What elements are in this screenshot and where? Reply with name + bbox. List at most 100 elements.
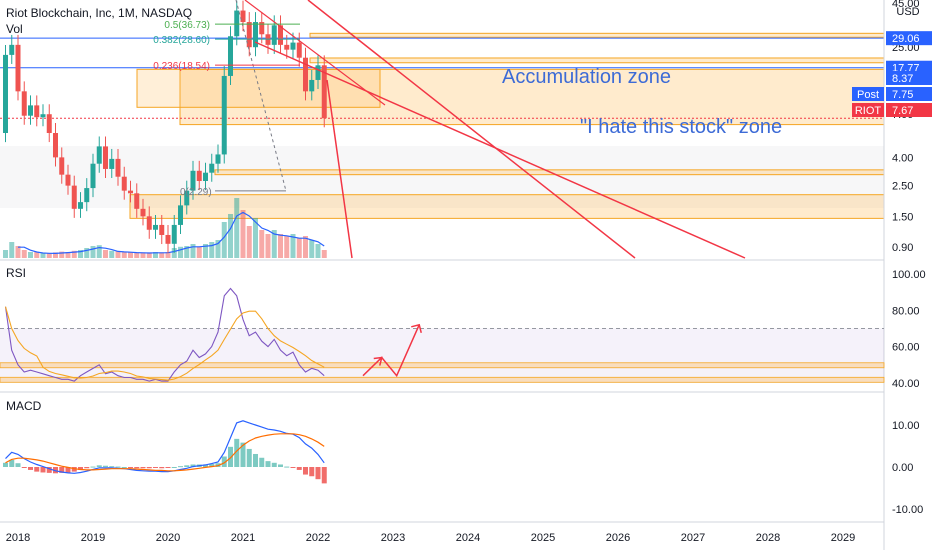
price-tick: 0.90 [892, 242, 913, 254]
time-tick: 2029 [831, 532, 855, 544]
macd-histogram-bar [246, 448, 252, 467]
zone-3 [309, 57, 885, 64]
fib-label: 0(2.29) [180, 187, 212, 198]
macd-histogram-bar [46, 467, 52, 473]
macd-histogram-bar [284, 466, 290, 468]
price-tag: 29.06 [892, 33, 920, 45]
volume-bar [84, 248, 90, 258]
volume-bar [21, 250, 27, 258]
candle-body [290, 42, 296, 50]
time-tick: 2019 [81, 532, 105, 544]
rsi-zone [0, 362, 885, 369]
price-tag: 7.75 [892, 89, 913, 101]
price-tag: 7.67 [892, 105, 913, 117]
macd-histogram-bar [278, 464, 283, 467]
rsi-tick: 40.00 [892, 378, 920, 390]
trendline-3 [326, 79, 353, 259]
candle-body [121, 176, 127, 191]
candle-body [71, 185, 77, 209]
volume-bar [221, 222, 227, 258]
macd-histogram-bar [140, 467, 146, 469]
volume-bar [215, 240, 221, 258]
volume-bar [153, 252, 158, 258]
rsi-forecast-arrow [362, 324, 420, 378]
macd-histogram-bar [134, 467, 140, 469]
candles-layer [3, 0, 327, 253]
macd-histogram-bar [21, 467, 27, 468]
candle-body [28, 105, 33, 116]
hate-zone-label: "I hate this stock" zone [580, 116, 782, 138]
macd-histogram-bar [203, 464, 208, 467]
candle-body [240, 10, 246, 23]
price-tag-bg [886, 31, 932, 46]
volume-bar [159, 252, 165, 258]
macd-histogram-bar [265, 461, 271, 467]
trendline-2 [254, 41, 746, 259]
price-tag-bg [886, 87, 932, 101]
volume-bar [96, 245, 102, 258]
chart-title: Riot Blockchain, Inc, 1M, NASDAQ [6, 6, 193, 20]
macd-histogram-bar [71, 467, 77, 472]
time-tick: 2027 [681, 532, 705, 544]
volume-bar [121, 251, 127, 258]
volume-bar [53, 252, 58, 258]
volume-bar [253, 218, 258, 258]
macd-histogram-bar [90, 466, 96, 468]
volume-bar [265, 234, 271, 258]
macd-histogram-bar [146, 467, 152, 469]
trendline-layer [244, 0, 746, 259]
volume-bar [90, 246, 96, 258]
candle-body [9, 44, 15, 55]
rsi-title: RSI [6, 266, 26, 280]
candle-body [159, 224, 165, 235]
time-axis: 2018 2019 2020 2021 2022 2023 2024 2025 2026 2027… [6, 532, 855, 544]
candle-body [146, 216, 152, 230]
macd-histogram-bar [315, 467, 321, 480]
volume-bar [28, 252, 33, 258]
volume-bar [40, 253, 46, 258]
volume-bar [71, 250, 77, 258]
fib-label: 0.5(36.73) [164, 20, 210, 31]
volume-bar [115, 251, 121, 258]
zones-layer [0, 32, 885, 219]
volume-bar [184, 246, 190, 258]
time-tick: 2022 [306, 532, 330, 544]
candle-body [165, 234, 171, 244]
time-tick: 2018 [6, 532, 30, 544]
volume-bar [234, 198, 240, 258]
price-tag-bg [886, 71, 932, 85]
candle-body [153, 224, 158, 230]
price-tag-bg [886, 103, 932, 117]
volume-bar [303, 236, 308, 258]
candle-body [309, 79, 315, 92]
volume-bar [284, 236, 290, 258]
macd-title: MACD [6, 399, 42, 413]
rsi-ma-line [4, 306, 325, 381]
candle-body [103, 146, 108, 169]
volume-bar [9, 242, 15, 258]
macd-histogram-bar [115, 466, 121, 468]
candle-body [46, 114, 52, 133]
price-tick: 45.00 [892, 0, 920, 10]
macd-histogram-bar [259, 457, 265, 467]
volume-bar [140, 252, 146, 258]
candle-body [65, 174, 71, 186]
time-tick: 2026 [606, 532, 630, 544]
candle-body [53, 133, 58, 158]
volume-bar [134, 252, 140, 258]
candle-body [134, 193, 140, 209]
volume-bar [259, 230, 265, 258]
volume-bar [296, 238, 302, 258]
candle-body [171, 224, 177, 244]
macd-line [5, 420, 325, 474]
price-tick: 1.50 [892, 211, 913, 223]
candle-body [184, 190, 190, 206]
macd-histogram-bar [153, 467, 158, 468]
candle-body [96, 146, 102, 164]
candle-body [15, 44, 21, 92]
rsi-tick: 100.00 [892, 269, 926, 281]
macd-histogram-bar [78, 467, 83, 470]
volume-bar [228, 214, 233, 258]
macd-histogram-bar [271, 462, 277, 467]
